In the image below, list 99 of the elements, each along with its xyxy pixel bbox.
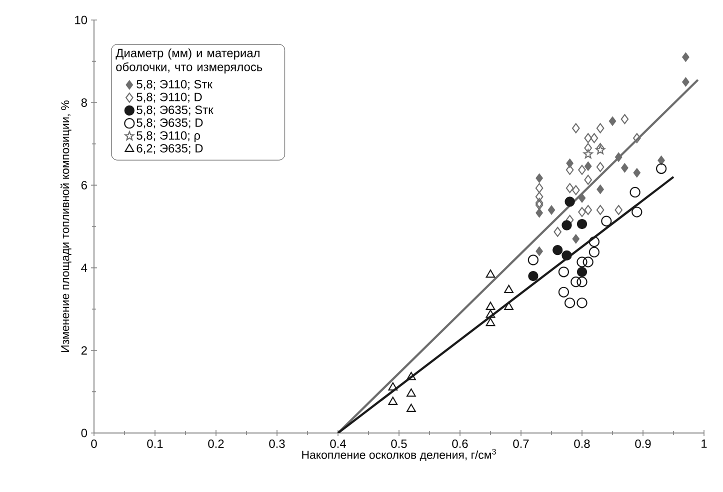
legend-label: 5,8; Э635; Sтк [136, 106, 214, 116]
point [566, 164, 574, 175]
point [601, 216, 612, 226]
point [630, 186, 640, 198]
point [682, 77, 690, 87]
legend-label: 5,8; Э110; ρ [136, 131, 200, 142]
point [548, 205, 556, 215]
point [535, 192, 544, 202]
point [486, 310, 496, 318]
point [632, 206, 642, 218]
point [656, 163, 667, 174]
legend-label: 5,8; Э635; D [136, 118, 203, 128]
x-tick-label: 0.4 [330, 440, 346, 448]
x-tick-label: 0.3 [269, 440, 285, 448]
point [584, 174, 592, 185]
point [576, 218, 588, 230]
point [562, 220, 572, 230]
point [576, 266, 588, 278]
point [406, 404, 416, 412]
point [535, 200, 544, 210]
y-tick-label: 8 [81, 98, 87, 107]
point [658, 156, 665, 166]
point [564, 196, 575, 207]
point [558, 286, 570, 298]
x-tick-label: 0.8 [574, 440, 590, 448]
point [562, 250, 572, 260]
point [590, 133, 598, 144]
point [588, 246, 600, 258]
point [582, 256, 594, 268]
point [583, 149, 593, 158]
point [620, 114, 629, 124]
point [578, 207, 586, 218]
point [388, 382, 398, 391]
point [388, 396, 398, 405]
point [486, 302, 496, 310]
legend-label: 6,2; Э635; D [136, 144, 203, 154]
y-tick-label: 4 [81, 264, 88, 272]
point [406, 372, 416, 380]
point [536, 173, 543, 183]
x-tick-label: 0.1 [147, 440, 163, 448]
point [572, 123, 580, 134]
point [584, 161, 592, 171]
point [535, 198, 544, 208]
x-tick-label: 0.5 [391, 440, 407, 448]
y-axis-title: Изменение площади топливной композиции, % [60, 100, 72, 352]
point [558, 266, 570, 278]
x-tick-label: 0.6 [452, 440, 468, 448]
point [584, 204, 592, 216]
point [535, 183, 544, 194]
point [576, 298, 588, 308]
x-tick-label: 0.2 [208, 440, 224, 448]
point [566, 183, 574, 194]
point [552, 244, 563, 256]
point [596, 204, 604, 216]
y-tick-label: 2 [81, 346, 87, 355]
point [576, 256, 588, 268]
point [578, 164, 586, 175]
point [528, 254, 539, 266]
point [584, 133, 592, 144]
point [632, 133, 641, 144]
point [572, 185, 580, 196]
point [504, 284, 514, 294]
point [566, 214, 574, 225]
legend-title: Диаметр (мм) и материал оболочки, что измерялось [116, 48, 262, 74]
point [528, 270, 538, 282]
x-tick-label: 1 [702, 440, 707, 448]
point [486, 269, 496, 278]
point [608, 116, 616, 126]
point [633, 168, 641, 178]
y-tick-label: 0 [81, 428, 88, 438]
point [504, 302, 514, 310]
point [614, 152, 622, 162]
point [536, 246, 543, 256]
point [584, 142, 592, 154]
point [572, 234, 580, 244]
x-tick-label: 0.9 [635, 440, 651, 448]
point [576, 276, 588, 288]
y-tick-label: 6 [81, 180, 87, 190]
x-tick-label: 0.7 [513, 440, 529, 448]
point [621, 163, 628, 173]
point [596, 184, 604, 194]
point [596, 142, 604, 154]
point [588, 236, 600, 248]
x-tick-label: 0 [91, 440, 97, 448]
point [406, 388, 416, 397]
point [536, 208, 543, 218]
point [614, 204, 623, 216]
legend-label: 5,8; Э110; Sтк [136, 80, 212, 90]
point [682, 52, 690, 62]
point [596, 123, 604, 134]
point [486, 318, 496, 326]
y-tick-label: 10 [75, 16, 88, 24]
point [570, 276, 582, 288]
point [564, 298, 576, 308]
point [596, 162, 604, 172]
legend-label: 5,8; Э110; D [136, 92, 202, 103]
x-axis-title: Накопление осколков деления, г/см$^{3}$ [302, 448, 496, 462]
point [554, 226, 562, 237]
point [578, 193, 586, 203]
